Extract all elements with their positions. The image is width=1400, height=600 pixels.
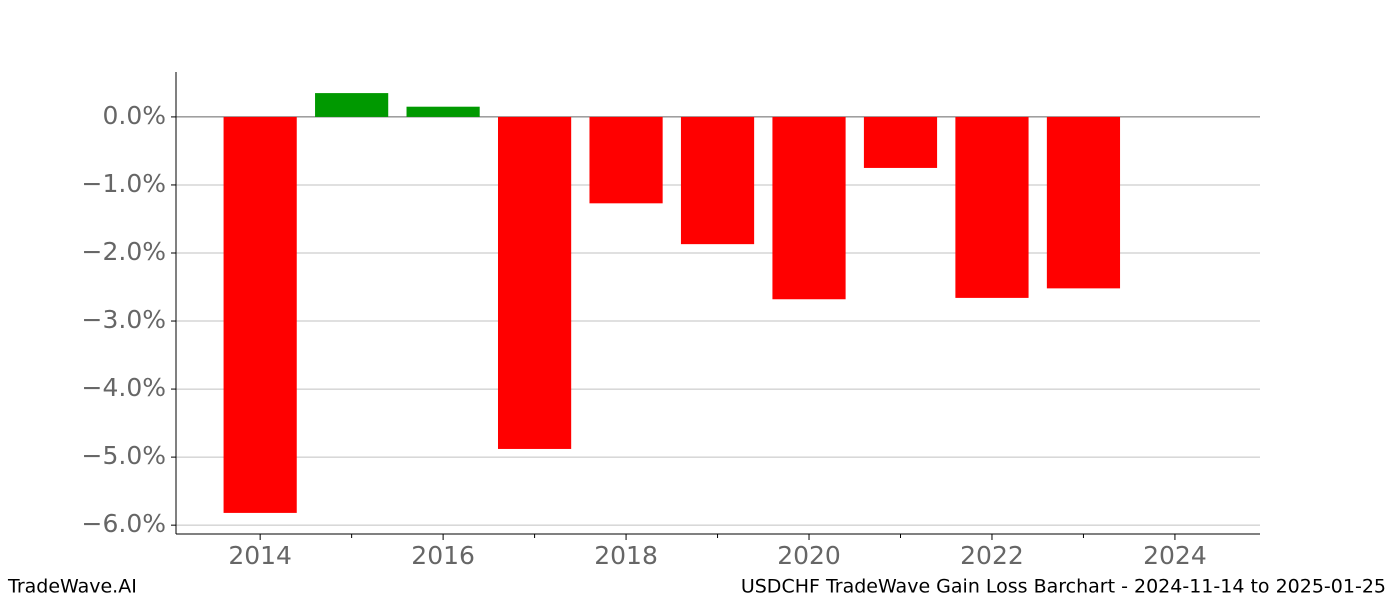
y-tick-label: 0.0% [102,101,166,130]
bar [589,116,663,204]
bar [315,93,389,117]
bar [772,116,846,300]
y-tick-label: −6.0% [82,509,166,538]
y-tick-label: −3.0% [82,305,166,334]
x-tick-label: 2022 [960,541,1024,570]
bar [955,116,1029,298]
bar [863,116,938,168]
x-tick-label: 2018 [594,541,658,570]
bar [1046,116,1121,289]
y-tick-label: −2.0% [82,237,166,266]
y-tick-label: −5.0% [82,441,166,470]
x-tick-label: 2020 [777,541,841,570]
bar [406,106,480,117]
x-tick-label: 2014 [228,541,292,570]
y-tick-label: −4.0% [82,373,166,402]
y-tick-label: −1.0% [82,169,166,198]
brand: TradeWave.AI [7,576,137,598]
bar [497,116,572,449]
x-tick-label: 2016 [411,541,475,570]
bar [680,116,755,245]
chart-title: USDCHF TradeWave Gain Loss Barchart - 20… [741,576,1386,598]
bar [223,116,297,513]
x-tick-label: 2024 [1143,541,1207,570]
